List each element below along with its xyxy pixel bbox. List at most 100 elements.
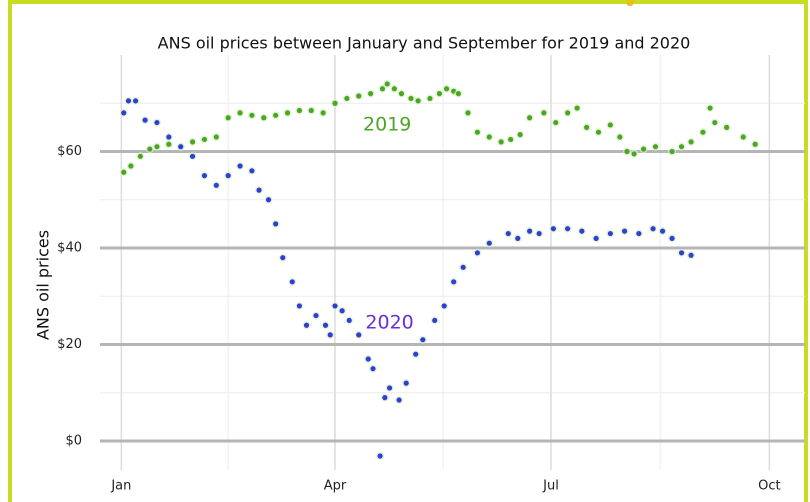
point — [486, 134, 492, 140]
point — [436, 91, 443, 97]
frame — [8, 0, 808, 502]
point — [669, 235, 675, 241]
point — [386, 385, 393, 391]
point — [565, 226, 571, 232]
point — [344, 95, 350, 102]
point — [280, 255, 286, 261]
point — [213, 134, 219, 140]
point — [189, 139, 196, 145]
point — [451, 279, 457, 285]
point — [225, 173, 231, 179]
point — [332, 100, 338, 106]
point — [413, 351, 419, 357]
annotation: 2020 — [365, 311, 413, 333]
point — [441, 303, 447, 309]
point — [370, 366, 376, 372]
point — [443, 86, 450, 92]
point — [313, 312, 319, 319]
y-tick-label: $20 — [57, 337, 82, 352]
point — [515, 235, 521, 241]
point — [142, 117, 148, 123]
point — [631, 151, 637, 157]
point — [565, 110, 571, 116]
point — [420, 337, 426, 343]
point — [669, 148, 675, 155]
point — [289, 279, 295, 285]
point — [249, 168, 255, 174]
point — [346, 317, 352, 324]
point — [398, 91, 405, 97]
point — [365, 356, 371, 362]
point — [322, 322, 329, 328]
point — [308, 107, 314, 114]
point — [265, 197, 272, 203]
point — [505, 230, 511, 237]
point — [178, 144, 184, 150]
point — [391, 86, 397, 92]
point — [650, 226, 656, 232]
point — [553, 119, 559, 126]
point — [237, 163, 243, 169]
x-tick-label: Jan — [110, 479, 131, 494]
point — [584, 124, 590, 130]
point — [508, 136, 514, 143]
point — [724, 124, 730, 130]
point — [273, 221, 279, 227]
point — [536, 230, 542, 237]
point — [356, 93, 362, 99]
point — [712, 119, 718, 126]
frame-dot — [626, 0, 634, 6]
point — [579, 228, 585, 234]
point — [368, 91, 374, 97]
point — [237, 110, 243, 116]
point — [303, 322, 310, 328]
point — [593, 235, 599, 241]
point — [133, 98, 139, 104]
point — [415, 98, 421, 104]
point — [432, 317, 438, 324]
point — [201, 173, 208, 179]
point — [700, 129, 706, 135]
x-tick-label: Jul — [542, 479, 559, 494]
point — [166, 134, 172, 140]
point — [652, 144, 659, 150]
point — [384, 81, 390, 87]
chart-title: ANS oil prices between January and Septe… — [158, 34, 691, 53]
point — [517, 132, 523, 138]
point — [688, 252, 694, 258]
point — [125, 98, 132, 104]
point — [154, 119, 160, 126]
y-tick-label: $60 — [57, 144, 82, 159]
point — [154, 144, 160, 150]
point — [607, 230, 613, 237]
point — [377, 453, 383, 459]
point — [688, 139, 694, 145]
point — [659, 228, 666, 234]
y-tick-label: $40 — [57, 241, 82, 256]
point — [121, 169, 127, 175]
point — [486, 240, 492, 246]
point — [678, 250, 685, 256]
point — [256, 187, 262, 193]
point — [541, 110, 547, 116]
point — [474, 129, 481, 135]
point — [527, 228, 533, 234]
point — [624, 148, 630, 155]
point — [527, 115, 533, 121]
point — [382, 395, 388, 401]
point — [225, 115, 231, 121]
point — [189, 153, 196, 159]
point — [273, 112, 279, 118]
point — [707, 105, 713, 111]
point — [339, 308, 345, 314]
point — [201, 136, 208, 143]
point — [617, 134, 623, 140]
point — [678, 144, 685, 150]
point — [752, 141, 758, 147]
point — [460, 264, 466, 270]
point — [498, 139, 504, 145]
annotation: 2019 — [363, 113, 411, 135]
point — [327, 332, 333, 338]
point — [455, 91, 462, 97]
